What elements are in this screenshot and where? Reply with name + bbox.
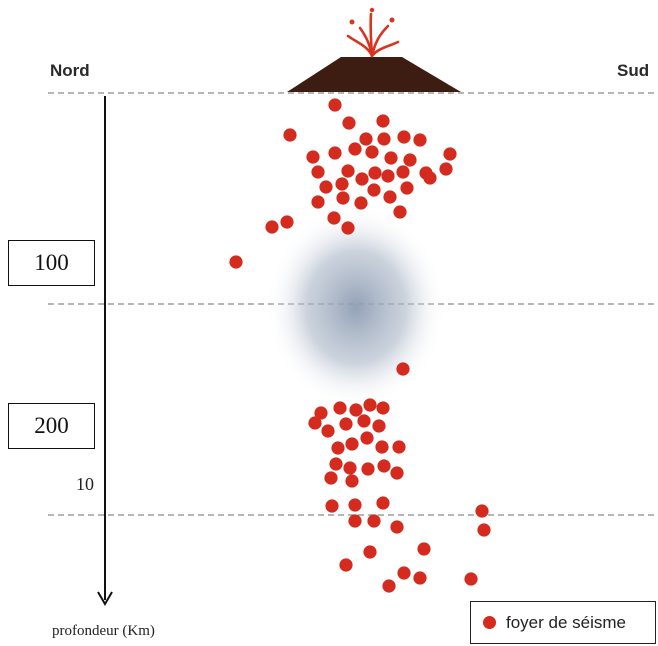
earthquake-focus bbox=[475, 504, 489, 518]
earthquake-focus bbox=[265, 220, 279, 234]
earthquake-focus bbox=[329, 457, 343, 471]
earthquake-focus bbox=[348, 514, 362, 528]
earthquake-focus bbox=[390, 520, 404, 534]
depth-label-10: 10 bbox=[76, 474, 94, 494]
earthquake-focus bbox=[308, 416, 322, 430]
earthquake-focus bbox=[360, 431, 374, 445]
earthquake-focus bbox=[376, 401, 390, 415]
earthquake-focus bbox=[328, 146, 342, 160]
earthquake-focus bbox=[365, 145, 379, 159]
earthquake-focus bbox=[397, 130, 411, 144]
earthquake-focus bbox=[400, 181, 414, 195]
earthquake-focus bbox=[443, 147, 457, 161]
earthquake-focus bbox=[339, 558, 353, 572]
earthquake-focus bbox=[349, 403, 363, 417]
legend-label: foyer de séisme bbox=[506, 612, 626, 632]
earthquake-focus bbox=[477, 523, 491, 537]
earthquake-focus bbox=[382, 579, 396, 593]
earthquake-focus bbox=[333, 401, 347, 415]
earthquake-focus bbox=[383, 190, 397, 204]
earthquake-focus bbox=[367, 514, 381, 528]
earthquake-focus bbox=[363, 398, 377, 412]
earthquake-focus bbox=[439, 162, 453, 176]
depth-axis-label: profondeur (Km) bbox=[52, 623, 155, 639]
earthquake-focus bbox=[377, 132, 391, 146]
earthquake-focus bbox=[229, 255, 243, 269]
anomaly-zone bbox=[266, 205, 446, 409]
volcano-icon bbox=[287, 7, 461, 92]
earthquake-focus bbox=[348, 142, 362, 156]
earthquake-focus bbox=[283, 128, 297, 142]
earthquake-focus bbox=[336, 191, 350, 205]
earthquake-focus bbox=[280, 215, 294, 229]
earthquake-focus bbox=[413, 133, 427, 147]
earthquake-focus bbox=[348, 498, 362, 512]
earthquake-foci bbox=[229, 98, 491, 593]
depth-label-200: 200 bbox=[8, 403, 95, 449]
earthquake-focus bbox=[384, 151, 398, 165]
earthquake-focus bbox=[377, 459, 391, 473]
down-arrow-icon bbox=[97, 96, 113, 606]
earthquake-focus bbox=[368, 166, 382, 180]
earthquake-focus bbox=[343, 461, 357, 475]
earthquake-focus bbox=[321, 424, 335, 438]
earthquake-focus bbox=[392, 440, 406, 454]
earthquake-focus bbox=[314, 406, 328, 420]
earthquake-focus bbox=[367, 183, 381, 197]
earthquake-focus bbox=[396, 165, 410, 179]
earthquake-focus bbox=[396, 362, 410, 376]
earthquake-focus bbox=[381, 169, 395, 183]
earthquake-focus bbox=[397, 566, 411, 580]
earthquake-focus bbox=[403, 153, 417, 167]
earthquake-focus bbox=[363, 545, 377, 559]
earthquake-focus bbox=[345, 474, 359, 488]
earthquake-focus bbox=[390, 466, 404, 480]
legend: foyer de séisme bbox=[470, 601, 656, 644]
earthquake-focus bbox=[376, 496, 390, 510]
earthquake-focus bbox=[376, 114, 390, 128]
earthquake-focus bbox=[357, 414, 371, 428]
earthquake-focus bbox=[359, 132, 373, 146]
earthquake-focus bbox=[354, 196, 368, 210]
earthquake-focus bbox=[355, 172, 369, 186]
earthquake-focus bbox=[311, 195, 325, 209]
earthquake-focus bbox=[339, 417, 353, 431]
earthquake-focus bbox=[342, 116, 356, 130]
south-label: Sud bbox=[617, 61, 650, 80]
earthquake-focus bbox=[324, 471, 338, 485]
earthquake-focus bbox=[423, 171, 437, 185]
earthquake-focus bbox=[306, 150, 320, 164]
earthquake-focus bbox=[375, 440, 389, 454]
earthquake-focus bbox=[325, 499, 339, 513]
earthquake-focus bbox=[393, 205, 407, 219]
earthquake-focus bbox=[464, 572, 478, 586]
earthquake-focus bbox=[311, 165, 325, 179]
north-label: Nord bbox=[50, 61, 90, 80]
depth-label-100: 100 bbox=[8, 240, 95, 286]
earthquake-focus bbox=[319, 180, 333, 194]
earthquake-focus bbox=[417, 542, 431, 556]
earthquake-focus bbox=[341, 164, 355, 178]
earthquake-focus bbox=[341, 221, 355, 235]
earthquake-focus bbox=[335, 177, 349, 191]
earthquake-focus bbox=[328, 98, 342, 112]
earthquake-focus bbox=[327, 211, 341, 225]
earthquake-focus bbox=[361, 462, 375, 476]
legend-marker bbox=[483, 616, 496, 629]
earthquake-focus bbox=[372, 419, 386, 433]
earthquake-focus bbox=[345, 437, 359, 451]
earthquake-focus bbox=[331, 441, 345, 455]
earthquake-focus bbox=[413, 571, 427, 585]
